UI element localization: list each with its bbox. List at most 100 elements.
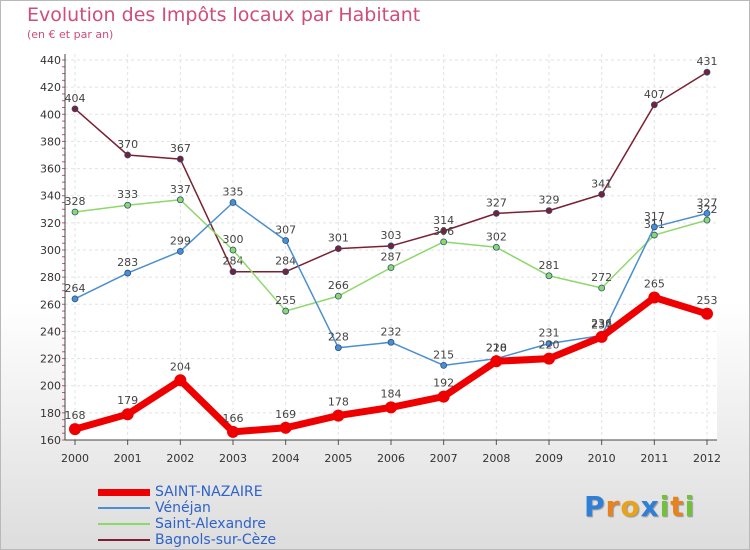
legend-label: SAINT-NAZAIRE bbox=[155, 484, 263, 500]
data-label: 220 bbox=[539, 339, 560, 352]
data-point bbox=[71, 295, 79, 303]
data-point bbox=[595, 330, 608, 343]
data-point bbox=[279, 421, 292, 434]
y-tick-label: 220 bbox=[40, 353, 61, 366]
data-point bbox=[545, 207, 553, 215]
data-label: 264 bbox=[65, 282, 86, 295]
data-label: 327 bbox=[486, 196, 507, 209]
data-label: 404 bbox=[65, 92, 86, 105]
data-label: 220 bbox=[486, 342, 507, 355]
x-tick-label: 2005 bbox=[324, 452, 352, 465]
data-point bbox=[334, 245, 342, 253]
data-label: 236 bbox=[591, 317, 612, 330]
data-label: 317 bbox=[644, 210, 665, 223]
data-point bbox=[437, 390, 450, 403]
logo-letter: t bbox=[670, 490, 685, 523]
data-label: 302 bbox=[486, 230, 507, 243]
data-point bbox=[282, 307, 290, 315]
data-point bbox=[69, 423, 81, 436]
x-tick-label: 2001 bbox=[114, 452, 142, 465]
data-point bbox=[650, 101, 658, 109]
data-point bbox=[703, 216, 711, 224]
data-label: 367 bbox=[170, 142, 191, 155]
data-point bbox=[387, 264, 395, 272]
logo-letter: P bbox=[584, 490, 606, 523]
y-tick-label: 380 bbox=[40, 135, 61, 148]
x-tick-label: 2010 bbox=[588, 452, 616, 465]
chart-title: Evolution des Impôts locaux par Habitant bbox=[27, 4, 421, 26]
data-point bbox=[545, 340, 553, 348]
data-point bbox=[227, 425, 239, 438]
legend-swatch bbox=[98, 507, 150, 509]
data-label: 255 bbox=[275, 294, 296, 307]
data-label: 265 bbox=[644, 278, 665, 291]
data-point bbox=[385, 401, 397, 414]
data-label: 329 bbox=[539, 194, 560, 207]
data-point bbox=[334, 344, 342, 352]
data-label: 204 bbox=[170, 360, 191, 373]
data-point bbox=[124, 269, 132, 277]
data-point bbox=[440, 227, 448, 235]
data-point bbox=[334, 292, 342, 300]
data-label: 184 bbox=[381, 387, 402, 400]
data-point bbox=[176, 247, 184, 255]
data-label: 287 bbox=[381, 251, 402, 264]
data-point bbox=[387, 338, 395, 346]
data-label: 335 bbox=[223, 186, 244, 199]
data-label: 341 bbox=[591, 177, 612, 190]
data-point bbox=[124, 151, 132, 159]
data-label: 168 bbox=[65, 409, 86, 422]
data-label: 218 bbox=[486, 341, 507, 354]
y-tick-label: 340 bbox=[40, 190, 61, 203]
data-point bbox=[440, 238, 448, 246]
data-point bbox=[176, 196, 184, 204]
logo-letter: x bbox=[640, 490, 660, 523]
y-tick-label: 280 bbox=[40, 271, 61, 284]
data-label: 281 bbox=[539, 259, 560, 272]
data-label: 314 bbox=[433, 214, 454, 227]
data-point bbox=[650, 223, 658, 231]
data-label: 370 bbox=[117, 138, 138, 151]
data-point bbox=[703, 209, 711, 217]
data-label: 284 bbox=[223, 255, 244, 268]
data-label: 407 bbox=[644, 88, 665, 101]
logo-letter: i bbox=[659, 490, 671, 523]
data-label: 300 bbox=[223, 233, 244, 246]
legend-swatch bbox=[98, 539, 150, 541]
y-tick-label: 200 bbox=[40, 380, 61, 393]
data-label: 328 bbox=[65, 195, 86, 208]
data-label: 266 bbox=[328, 279, 349, 292]
legend-swatch bbox=[98, 523, 150, 525]
y-tick-label: 440 bbox=[40, 54, 61, 67]
x-tick-label: 2003 bbox=[219, 452, 247, 465]
data-point bbox=[332, 409, 345, 422]
data-point bbox=[598, 284, 606, 292]
y-tick-label: 300 bbox=[40, 244, 61, 257]
legend-label: Bagnols-sur-Cèze bbox=[155, 532, 277, 548]
data-label: 215 bbox=[433, 348, 454, 361]
data-label: 178 bbox=[328, 396, 349, 409]
data-point bbox=[598, 190, 606, 198]
x-tick-label: 2002 bbox=[166, 452, 194, 465]
legend-label: Saint-Alexandre bbox=[155, 516, 266, 532]
y-tick-label: 160 bbox=[40, 434, 61, 447]
data-label: 301 bbox=[328, 232, 349, 245]
logo-letter: o bbox=[620, 490, 641, 523]
data-point bbox=[648, 291, 661, 304]
data-point bbox=[492, 243, 500, 251]
data-point bbox=[490, 355, 503, 368]
data-label: 192 bbox=[433, 377, 454, 390]
y-tick-label: 360 bbox=[40, 163, 61, 176]
data-label: 431 bbox=[697, 55, 718, 68]
data-label: 166 bbox=[223, 412, 244, 425]
x-tick-label: 2009 bbox=[535, 452, 563, 465]
y-tick-label: 240 bbox=[40, 325, 61, 338]
legend-swatch bbox=[98, 488, 150, 496]
y-tick-label: 180 bbox=[40, 407, 61, 420]
data-label: 253 bbox=[697, 294, 718, 307]
y-tick-label: 400 bbox=[40, 108, 61, 121]
data-label: 284 bbox=[275, 255, 296, 268]
data-point bbox=[543, 352, 555, 365]
data-label: 303 bbox=[381, 229, 402, 242]
